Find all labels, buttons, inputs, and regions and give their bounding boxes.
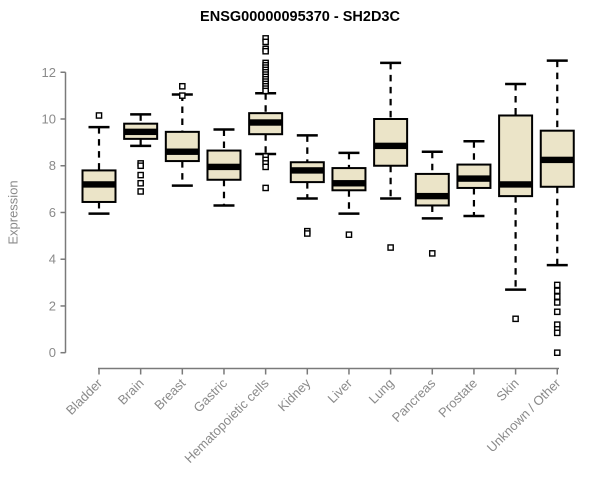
x-tick-label-lung: Lung xyxy=(366,376,397,407)
box-breast xyxy=(164,82,200,187)
x-tick-label-liver: Liver xyxy=(325,375,356,406)
outlier-point xyxy=(137,188,144,195)
outlier-point xyxy=(553,287,561,295)
outlier-point xyxy=(179,82,186,90)
box-pancreas xyxy=(414,150,450,257)
outlier-point xyxy=(137,171,144,179)
y-tick-label: 6 xyxy=(49,205,56,220)
outlier-point xyxy=(553,299,561,306)
median-line xyxy=(332,180,366,187)
y-axis: 0 2 4 6 8 10 12 xyxy=(42,65,67,360)
outlier-point xyxy=(553,281,561,289)
outlier-point xyxy=(553,349,561,357)
outlier-point xyxy=(262,47,269,55)
y-tick-label: 4 xyxy=(49,252,56,267)
x-tick-label-gastric: Gastric xyxy=(190,375,230,415)
box-gastric xyxy=(206,128,242,207)
y-tick-label: 2 xyxy=(49,298,56,313)
x-tick-label-unknown-other: Unknown / Other xyxy=(484,375,564,455)
box-kidney xyxy=(289,134,325,237)
box-unknown-other xyxy=(539,59,575,357)
x-tick-label-prostate: Prostate xyxy=(435,376,480,421)
outlier-point xyxy=(387,244,394,251)
median-line xyxy=(415,192,449,200)
outlier-point xyxy=(179,92,186,99)
median-line xyxy=(374,142,408,150)
median-line xyxy=(457,175,491,182)
box-bladder xyxy=(81,112,117,215)
iqr-box xyxy=(414,172,450,207)
median-line xyxy=(82,181,116,188)
x-tick-label-bladder: Bladder xyxy=(63,375,106,418)
box-hematopoietic-cells xyxy=(248,35,284,192)
outlier-point xyxy=(428,250,436,257)
median-line xyxy=(249,119,283,126)
outlier-point xyxy=(345,231,353,238)
box-liver xyxy=(331,151,367,238)
x-tick-label-skin: Skin xyxy=(493,376,521,404)
box-skin xyxy=(498,82,534,323)
outlier-point xyxy=(262,38,269,46)
outlier-point xyxy=(262,87,269,95)
outlier-point xyxy=(262,184,269,192)
outlier-point xyxy=(553,329,561,337)
outlier-point xyxy=(553,293,561,300)
box-prostate xyxy=(456,139,492,218)
median-line xyxy=(290,167,324,174)
median-line xyxy=(540,156,574,164)
outlier-point xyxy=(304,230,311,237)
median-line xyxy=(499,181,533,188)
chart-title: ENSG00000095370 - SH2D3C xyxy=(200,9,400,25)
box-lung xyxy=(373,61,409,251)
outlier-point xyxy=(553,308,561,316)
x-tick-label-kidney: Kidney xyxy=(275,375,314,414)
outlier-point xyxy=(262,163,269,171)
outlier-point xyxy=(512,315,519,323)
x-tick-label-brain: Brain xyxy=(115,376,147,408)
y-tick-label: 0 xyxy=(49,345,56,360)
x-tick-label-breast: Breast xyxy=(151,375,188,412)
y-tick-label: 12 xyxy=(42,65,56,80)
iqr-box xyxy=(331,167,367,192)
iqr-box xyxy=(373,118,409,167)
y-tick-label: 10 xyxy=(42,112,56,127)
median-line xyxy=(124,128,158,136)
outlier-point xyxy=(95,112,103,119)
outlier-point xyxy=(137,162,144,170)
y-tick-label: 8 xyxy=(49,158,56,173)
box-brain xyxy=(123,113,159,195)
iqr-box xyxy=(164,130,200,163)
median-line xyxy=(165,148,199,155)
median-line xyxy=(207,163,241,171)
outlier-point xyxy=(137,179,144,187)
x-tick-label-pancreas: Pancreas xyxy=(389,375,439,425)
